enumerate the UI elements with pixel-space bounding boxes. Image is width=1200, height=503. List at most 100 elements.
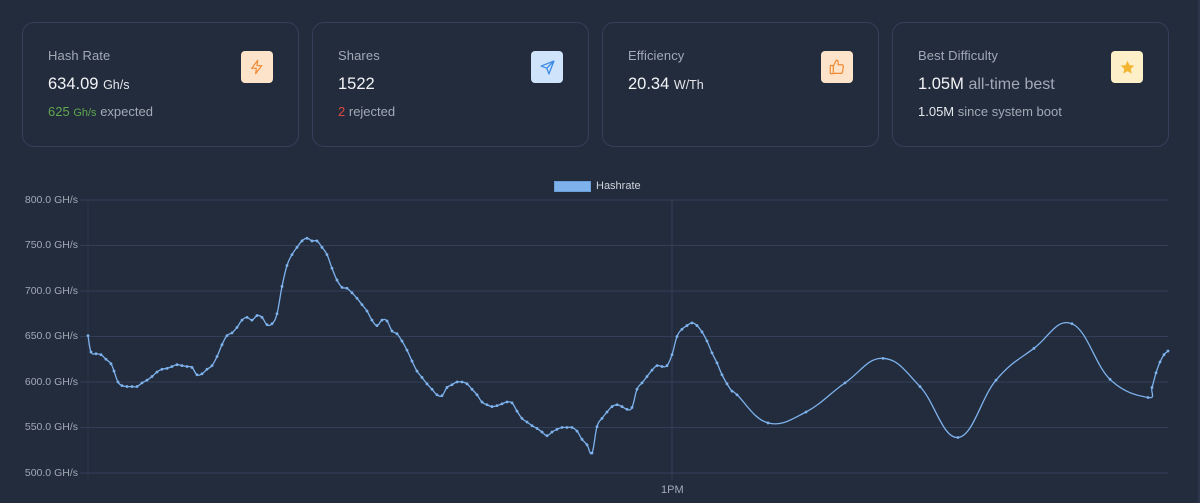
data-point[interactable]	[495, 404, 499, 408]
data-point[interactable]	[480, 400, 484, 404]
data-point[interactable]	[530, 424, 534, 428]
data-point[interactable]	[410, 359, 414, 363]
data-point[interactable]	[109, 362, 113, 366]
data-point[interactable]	[918, 385, 922, 388]
data-point[interactable]	[455, 380, 459, 384]
data-point[interactable]	[500, 402, 504, 406]
data-point[interactable]	[155, 370, 159, 374]
data-point[interactable]	[175, 363, 179, 367]
data-point[interactable]	[625, 407, 629, 411]
data-point[interactable]	[425, 382, 429, 386]
data-point[interactable]	[405, 348, 409, 352]
data-point[interactable]	[120, 384, 124, 388]
data-point[interactable]	[165, 366, 169, 370]
data-point[interactable]	[285, 264, 289, 267]
data-point[interactable]	[235, 326, 239, 329]
data-point[interactable]	[1032, 346, 1036, 350]
data-point[interactable]	[685, 324, 689, 327]
data-point[interactable]	[230, 331, 234, 335]
data-point[interactable]	[360, 303, 364, 307]
data-point[interactable]	[1070, 322, 1074, 326]
data-point[interactable]	[280, 285, 284, 288]
chart-legend[interactable]: Hashrate	[554, 180, 641, 192]
data-point[interactable]	[365, 309, 369, 313]
data-point[interactable]	[150, 375, 154, 378]
data-point[interactable]	[540, 430, 544, 434]
data-point[interactable]	[645, 375, 649, 378]
data-point[interactable]	[730, 389, 734, 393]
data-point[interactable]	[660, 365, 664, 368]
data-point[interactable]	[515, 409, 519, 413]
data-point[interactable]	[545, 434, 549, 438]
data-point[interactable]	[305, 236, 309, 240]
data-point[interactable]	[375, 324, 379, 327]
data-point[interactable]	[585, 443, 589, 447]
data-point[interactable]	[104, 357, 108, 361]
data-point[interactable]	[575, 429, 579, 433]
data-point[interactable]	[415, 369, 419, 373]
data-point[interactable]	[555, 427, 559, 431]
data-point[interactable]	[315, 239, 319, 243]
data-point[interactable]	[735, 393, 739, 397]
data-point[interactable]	[680, 327, 684, 331]
data-point[interactable]	[475, 393, 479, 397]
data-point[interactable]	[330, 266, 334, 270]
data-point[interactable]	[350, 291, 354, 295]
data-point[interactable]	[160, 367, 164, 371]
data-point[interactable]	[290, 253, 294, 256]
data-point[interactable]	[843, 381, 847, 385]
data-point[interactable]	[125, 385, 129, 388]
data-point[interactable]	[460, 380, 464, 384]
data-point[interactable]	[465, 382, 469, 386]
data-point[interactable]	[385, 319, 389, 323]
data-point[interactable]	[116, 380, 120, 384]
data-point[interactable]	[270, 322, 274, 326]
data-point[interactable]	[390, 329, 394, 333]
data-point[interactable]	[240, 318, 244, 322]
data-point[interactable]	[655, 364, 659, 368]
data-point[interactable]	[705, 339, 709, 343]
data-point[interactable]	[440, 394, 444, 398]
data-point[interactable]	[420, 376, 424, 379]
data-point[interactable]	[205, 367, 209, 371]
data-point[interactable]	[86, 334, 90, 337]
chart-plot-area[interactable]	[0, 170, 1200, 503]
data-point[interactable]	[1158, 360, 1162, 364]
data-point[interactable]	[245, 315, 249, 319]
data-point[interactable]	[550, 430, 554, 434]
data-point[interactable]	[435, 393, 439, 397]
data-point[interactable]	[520, 417, 524, 420]
data-point[interactable]	[650, 368, 654, 372]
data-point[interactable]	[265, 323, 269, 327]
data-point[interactable]	[99, 353, 103, 357]
data-point[interactable]	[505, 400, 509, 404]
data-point[interactable]	[675, 335, 679, 338]
data-point[interactable]	[345, 286, 349, 290]
data-point[interactable]	[615, 403, 619, 407]
data-point[interactable]	[94, 352, 98, 356]
data-point[interactable]	[260, 315, 264, 319]
data-point[interactable]	[220, 343, 224, 347]
data-point[interactable]	[595, 425, 599, 428]
data-point[interactable]	[956, 436, 960, 439]
data-point[interactable]	[210, 364, 214, 368]
data-point[interactable]	[670, 353, 674, 357]
data-point[interactable]	[994, 378, 998, 382]
data-point[interactable]	[565, 426, 569, 429]
data-point[interactable]	[225, 334, 229, 337]
data-point[interactable]	[490, 405, 494, 408]
data-point[interactable]	[881, 356, 885, 360]
data-point[interactable]	[300, 239, 304, 243]
data-point[interactable]	[275, 312, 279, 316]
data-point[interactable]	[355, 296, 359, 300]
data-point[interactable]	[600, 417, 604, 420]
data-point[interactable]	[320, 245, 324, 249]
data-point[interactable]	[1166, 349, 1170, 353]
data-point[interactable]	[195, 373, 199, 377]
data-point[interactable]	[112, 369, 116, 373]
data-point[interactable]	[470, 387, 474, 391]
data-point[interactable]	[340, 285, 344, 289]
data-point[interactable]	[610, 405, 614, 408]
data-point[interactable]	[560, 426, 564, 429]
data-point[interactable]	[630, 406, 634, 409]
